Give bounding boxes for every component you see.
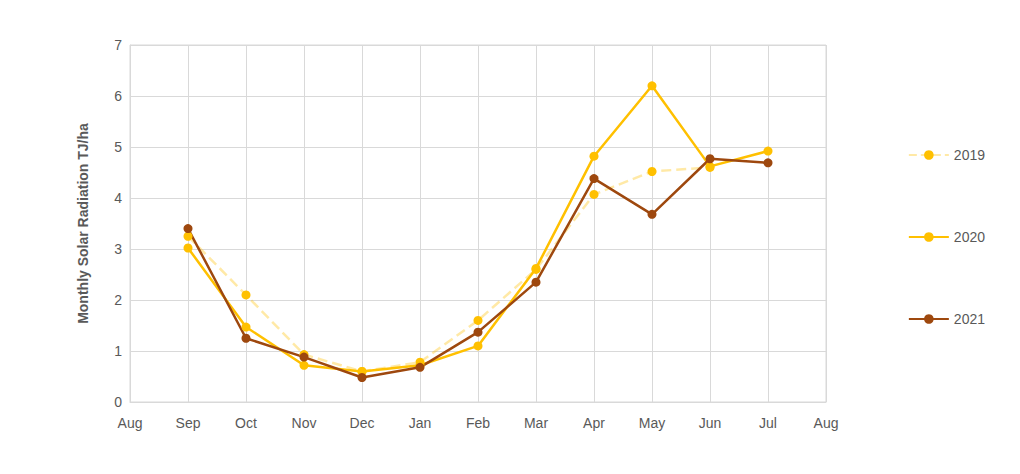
svg-text:Jan: Jan (409, 415, 432, 431)
svg-text:2021: 2021 (954, 311, 985, 327)
svg-text:7: 7 (114, 37, 122, 53)
svg-text:Aug: Aug (118, 415, 143, 431)
svg-text:Jul: Jul (759, 415, 777, 431)
svg-text:Aug: Aug (814, 415, 839, 431)
svg-text:2: 2 (114, 292, 122, 308)
svg-text:1: 1 (114, 343, 122, 359)
svg-text:Mar: Mar (524, 415, 548, 431)
svg-text:Monthly Solar Radiation TJ/ha: Monthly Solar Radiation TJ/ha (75, 123, 91, 324)
svg-text:6: 6 (114, 88, 122, 104)
svg-text:2020: 2020 (954, 229, 985, 245)
svg-text:5: 5 (114, 139, 122, 155)
svg-text:Apr: Apr (583, 415, 605, 431)
svg-text:Oct: Oct (235, 415, 257, 431)
svg-text:Nov: Nov (292, 415, 317, 431)
svg-text:4: 4 (114, 190, 122, 206)
svg-text:Feb: Feb (466, 415, 490, 431)
svg-text:Jun: Jun (699, 415, 722, 431)
svg-text:3: 3 (114, 241, 122, 257)
svg-text:May: May (639, 415, 665, 431)
svg-text:2019: 2019 (954, 147, 985, 163)
svg-text:Sep: Sep (176, 415, 201, 431)
svg-text:0: 0 (114, 394, 122, 410)
svg-text:Dec: Dec (350, 415, 375, 431)
